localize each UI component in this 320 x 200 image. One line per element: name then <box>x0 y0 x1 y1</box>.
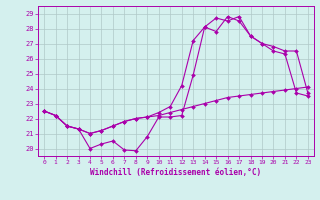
X-axis label: Windchill (Refroidissement éolien,°C): Windchill (Refroidissement éolien,°C) <box>91 168 261 177</box>
